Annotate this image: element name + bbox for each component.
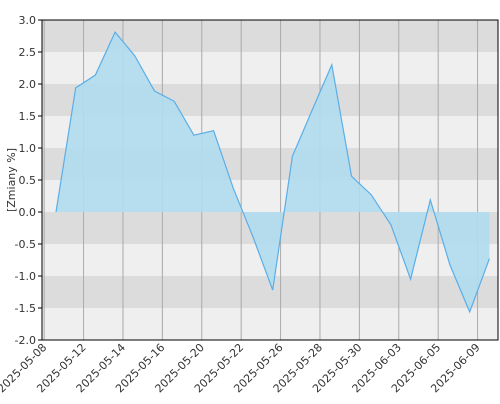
plot-frame (41, 19, 499, 341)
area (56, 32, 490, 312)
y-tick-label: 2.5 (19, 46, 37, 59)
y-tick-label: -1.5 (15, 302, 36, 315)
y-axis-label: [Zmiany %] (5, 148, 18, 212)
y-tick-label: 0.5 (19, 174, 37, 187)
grid-band (42, 308, 498, 340)
y-tick-label: -2.0 (15, 334, 36, 347)
y-tick-label: 0.0 (19, 206, 37, 219)
y-tick-label: -0.5 (15, 238, 36, 251)
y-tick-label: 1.0 (19, 142, 37, 155)
line (55, 31, 490, 314)
y-tick-label: 1.5 (19, 110, 37, 123)
y-tick-label: 2.0 (19, 78, 37, 91)
y-tick-label: 3.0 (19, 14, 37, 27)
y-tick-label: -1.0 (15, 270, 36, 283)
